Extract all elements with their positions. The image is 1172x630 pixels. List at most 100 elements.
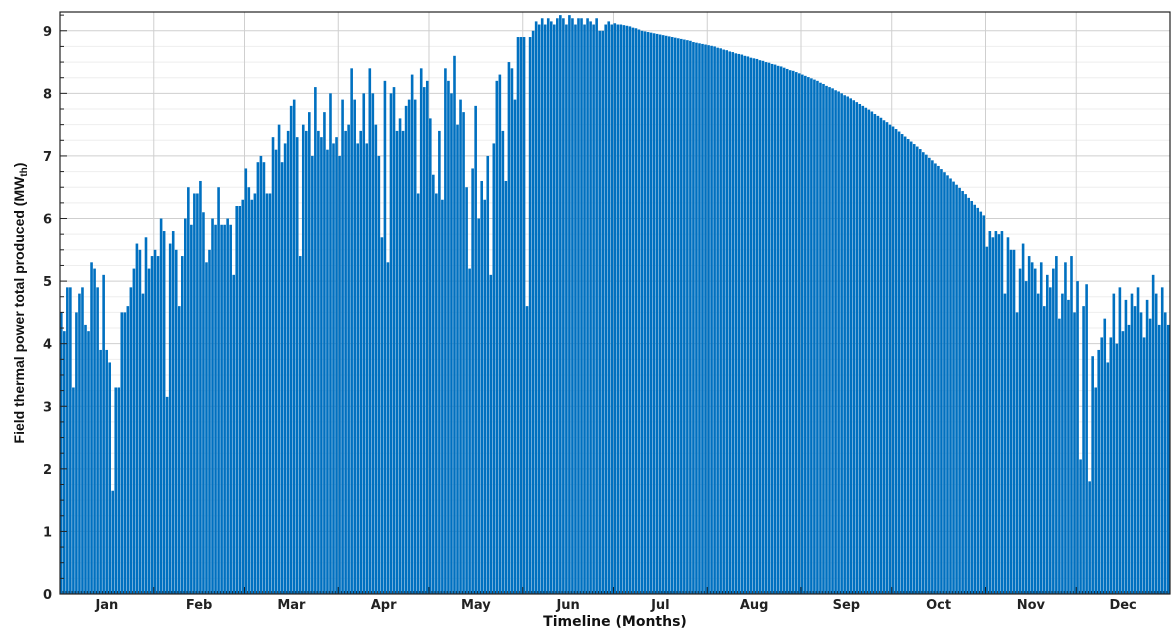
- bar: [314, 87, 317, 594]
- y-tick-label: 7: [43, 150, 52, 165]
- bar: [915, 146, 919, 595]
- bar: [428, 118, 432, 594]
- bar: [253, 193, 257, 595]
- bar: [383, 80, 387, 595]
- bar: [93, 268, 96, 594]
- bar: [752, 58, 756, 595]
- bar: [1151, 274, 1155, 594]
- bar: [840, 93, 843, 594]
- bar: [1058, 318, 1061, 594]
- bar: [438, 130, 441, 594]
- bar: [323, 112, 326, 594]
- bar: [743, 55, 747, 595]
- y-axis-title-subscript: th: [19, 167, 30, 176]
- bar: [807, 77, 810, 594]
- bar: [486, 155, 490, 594]
- bar: [401, 130, 405, 594]
- bar: [607, 21, 611, 594]
- bar: [326, 149, 329, 594]
- bar: [513, 99, 517, 595]
- bar: [722, 49, 725, 595]
- bar: [909, 141, 913, 595]
- bar: [223, 224, 226, 594]
- bar: [199, 180, 202, 594]
- bar: [819, 82, 822, 594]
- bar: [1021, 243, 1025, 595]
- bar: [295, 137, 299, 594]
- bar: [459, 99, 462, 595]
- bar: [652, 33, 656, 594]
- bar-series: [60, 15, 1170, 595]
- y-tick-label: 5: [43, 275, 52, 290]
- bar: [964, 194, 967, 595]
- bar: [943, 172, 946, 594]
- bar: [1085, 284, 1088, 594]
- bar: [1088, 481, 1091, 594]
- bar: [731, 52, 735, 595]
- bar: [489, 274, 493, 594]
- bar: [123, 312, 127, 594]
- bar: [531, 30, 535, 594]
- bar: [888, 124, 892, 595]
- bar: [801, 74, 804, 594]
- y-axis-title-main: Field thermal power total produced (MW: [11, 176, 27, 444]
- bar: [165, 396, 169, 594]
- bar: [689, 40, 692, 595]
- bar: [1061, 293, 1064, 594]
- bar: [289, 105, 293, 595]
- bar: [931, 160, 934, 594]
- x-tick-label: Dec: [1109, 598, 1136, 613]
- bar: [906, 139, 910, 595]
- bar: [1157, 324, 1161, 594]
- bar: [425, 80, 429, 595]
- bar: [755, 58, 759, 594]
- bar: [341, 99, 344, 595]
- bar: [380, 237, 384, 595]
- bar: [740, 54, 744, 595]
- bar: [419, 68, 423, 594]
- bar: [453, 55, 456, 595]
- bar: [1163, 312, 1167, 594]
- bar: [967, 197, 970, 595]
- y-tick-label: 0: [43, 588, 52, 603]
- bar: [546, 18, 550, 594]
- bar: [559, 15, 562, 594]
- bar: [108, 362, 111, 594]
- bar: [193, 193, 196, 595]
- x-tick-label: Jul: [650, 598, 670, 613]
- bar: [683, 39, 686, 595]
- y-tick-label: 8: [43, 87, 52, 102]
- bar: [432, 174, 435, 594]
- bar: [265, 193, 269, 595]
- bar: [374, 124, 378, 595]
- bar: [1064, 262, 1067, 594]
- bar: [858, 103, 862, 595]
- bar: [562, 18, 565, 594]
- bar: [673, 37, 677, 595]
- bar: [785, 68, 789, 594]
- bar: [386, 262, 390, 594]
- bar: [1106, 362, 1110, 594]
- bar: [1148, 318, 1152, 594]
- x-tick-label: Feb: [186, 598, 212, 613]
- bar: [934, 163, 937, 594]
- bar: [413, 99, 417, 595]
- bar: [737, 53, 741, 595]
- bar: [1127, 324, 1131, 594]
- bar: [177, 306, 181, 594]
- bar: [900, 134, 904, 594]
- bar: [117, 387, 121, 594]
- bar: [359, 130, 363, 594]
- bar: [758, 60, 762, 594]
- bar: [1124, 299, 1128, 594]
- bar: [782, 67, 786, 594]
- bar: [353, 99, 356, 595]
- bar: [69, 287, 72, 594]
- bar: [1070, 256, 1073, 594]
- y-tick-label: 6: [43, 213, 52, 228]
- bar: [583, 24, 586, 594]
- bar: [404, 105, 408, 595]
- bar: [214, 224, 217, 594]
- bar: [1118, 287, 1122, 594]
- bar: [1130, 293, 1134, 594]
